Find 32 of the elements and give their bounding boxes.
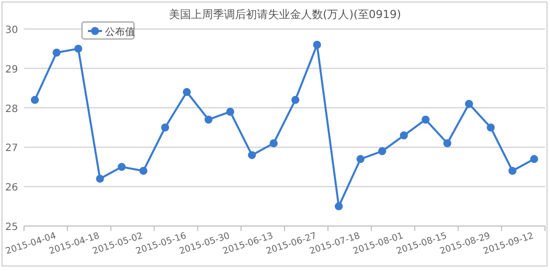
point <box>486 124 495 132</box>
point <box>313 40 322 49</box>
point <box>182 88 191 96</box>
point <box>465 100 474 108</box>
point <box>30 96 39 104</box>
chart-title: 美国上周季调后初请失业金人数(万人)(至0919) <box>168 8 402 21</box>
point <box>508 166 516 175</box>
point <box>204 116 213 124</box>
point <box>161 124 170 132</box>
point <box>248 151 256 160</box>
point <box>378 147 386 156</box>
y-tick-label: 26 <box>5 182 18 194</box>
point <box>270 139 278 148</box>
point <box>74 44 82 53</box>
point <box>226 108 234 116</box>
y-tick-label: 25 <box>5 222 18 233</box>
point <box>400 131 408 140</box>
point <box>118 162 126 171</box>
point <box>443 139 452 148</box>
y-tick-label: 29 <box>5 64 18 76</box>
point <box>334 202 343 210</box>
y-tick-label: 28 <box>5 104 18 115</box>
y-tick-label: 27 <box>5 143 18 154</box>
point <box>530 155 538 164</box>
legend-label: 公布值 <box>105 26 135 38</box>
point <box>356 155 364 164</box>
point <box>96 174 104 183</box>
point <box>52 48 61 57</box>
y-tick-label: 30 <box>5 25 18 36</box>
point <box>139 166 148 175</box>
point <box>422 116 430 124</box>
point <box>291 96 300 104</box>
